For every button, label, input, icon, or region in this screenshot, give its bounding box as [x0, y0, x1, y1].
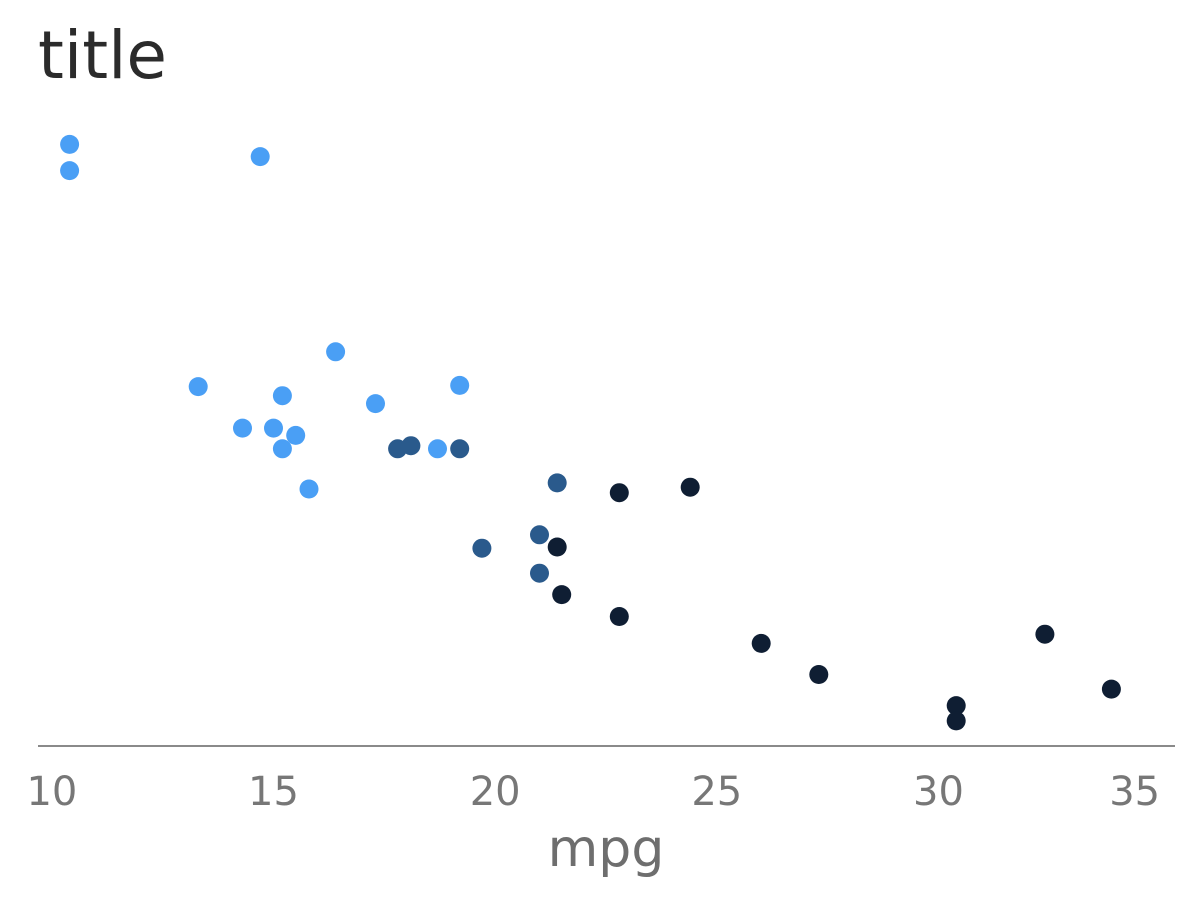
data-point — [272, 439, 292, 459]
data-point — [264, 418, 283, 438]
data-point — [286, 425, 306, 445]
data-point — [1035, 624, 1055, 644]
data-point — [609, 607, 629, 626]
data-point — [188, 377, 208, 397]
data-point — [366, 394, 385, 414]
x-tick-label: 20 — [470, 769, 521, 815]
data-point — [472, 538, 492, 558]
data-point — [299, 479, 319, 499]
data-point — [450, 439, 470, 459]
data-point — [450, 375, 470, 395]
data-point — [272, 386, 292, 406]
x-tick-label: 15 — [248, 769, 299, 815]
data-point — [401, 436, 421, 456]
data-point — [547, 473, 567, 493]
data-point — [530, 563, 549, 583]
data-point — [428, 439, 447, 459]
x-tick-label: 35 — [1109, 769, 1160, 815]
data-point — [547, 537, 567, 557]
data-point — [60, 134, 80, 154]
data-point — [60, 161, 80, 181]
points-layer — [60, 134, 1121, 731]
data-point — [751, 633, 771, 653]
data-point — [946, 696, 966, 716]
data-point — [326, 342, 346, 362]
data-point — [680, 477, 700, 497]
x-tick-label: 25 — [691, 769, 742, 815]
data-point — [1101, 679, 1121, 699]
x-axis-title: mpg — [548, 819, 665, 879]
data-point — [809, 665, 829, 684]
data-point — [946, 711, 966, 731]
data-point — [233, 418, 252, 438]
data-point — [552, 585, 572, 605]
data-point — [250, 147, 270, 167]
x-tick-label: 10 — [26, 769, 77, 815]
x-tick-label: 30 — [913, 769, 964, 815]
x-tick-labels: 10 15 20 25 30 35 — [26, 769, 1160, 815]
data-point — [530, 525, 549, 545]
chart-title: title — [38, 17, 167, 94]
data-point — [609, 483, 629, 503]
